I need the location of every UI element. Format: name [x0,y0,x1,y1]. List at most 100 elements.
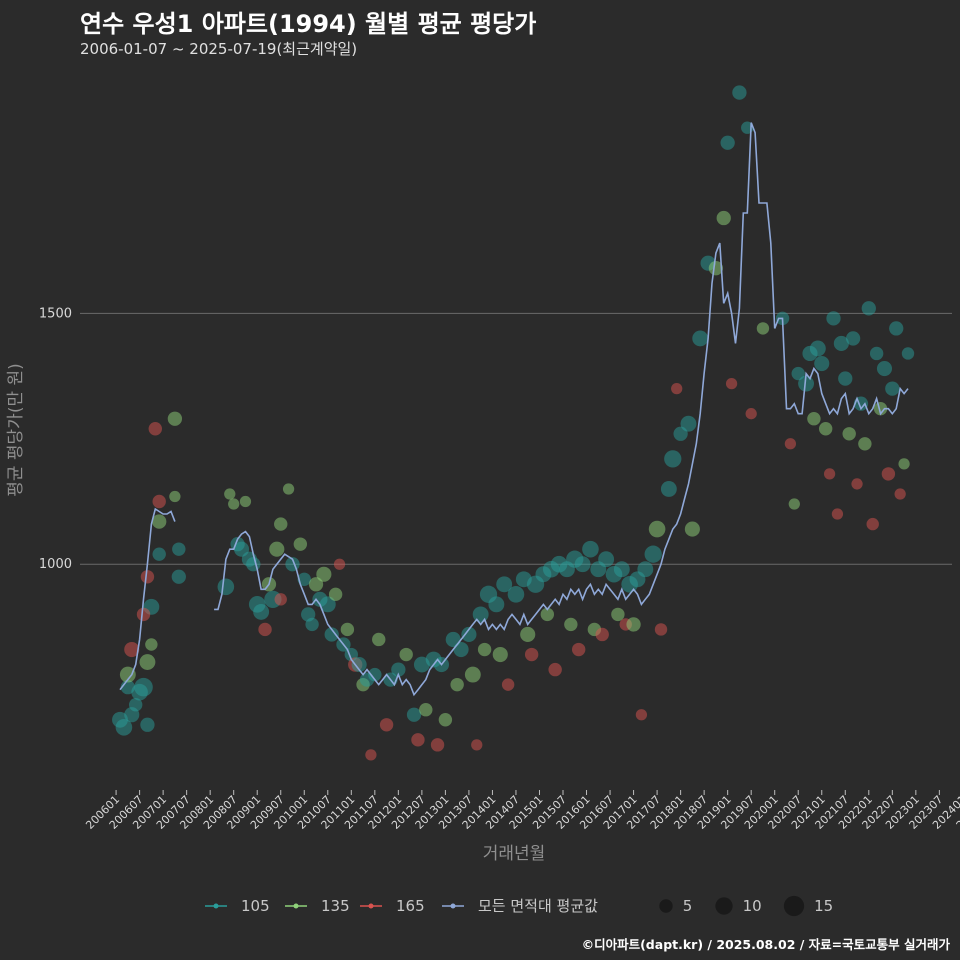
point-105 [574,556,591,573]
point-165 [501,678,515,691]
point-165 [851,478,863,490]
point-105 [453,641,469,658]
point-165 [333,558,346,570]
point-165 [524,647,539,662]
point-105 [351,657,367,673]
legend-size-dot [715,897,733,915]
point-165 [548,662,562,677]
point-105 [598,551,615,568]
point-105 [901,347,915,360]
point-105 [791,366,805,381]
x-axis-title: 거래년월 [483,844,546,864]
legend-key-dot [368,903,374,909]
point-105 [319,596,336,613]
point-105 [253,603,270,620]
legend-size-label: 15 [814,897,833,915]
point-135 [239,495,252,508]
y-tick-label: 1500 [39,306,72,321]
point-105 [809,340,826,357]
point-135 [293,537,308,551]
point-135 [626,617,641,632]
point-135 [520,626,536,643]
point-105 [246,557,261,572]
x-axis-ticks: 2006012006072007012007072008012008072009… [83,790,960,832]
point-105 [861,301,876,316]
point-135 [152,514,167,529]
point-165 [635,709,648,721]
point-135 [167,411,183,426]
point-135 [419,703,433,717]
point-135 [716,210,731,226]
point-105 [171,569,186,584]
point-165 [866,517,879,531]
y-axis-ticks: 1000 1500 [39,306,72,572]
point-105 [128,698,143,712]
point-135 [145,638,158,651]
point-165 [430,738,445,752]
point-135 [450,677,464,692]
point-135 [316,566,332,582]
point-165 [595,627,609,642]
point-105 [368,667,382,682]
y-axis-title: 평균 평당가(만 원) [6,363,26,497]
point-165 [725,377,738,390]
point-135 [228,498,240,510]
point-105 [152,547,166,561]
point-105 [889,321,904,336]
legend-size-label: 5 [683,897,693,915]
point-135 [858,437,872,451]
point-135 [119,666,136,683]
point-105 [115,718,133,736]
point-105 [496,576,513,593]
legend-label-165: 165 [396,897,425,915]
point-165 [831,508,844,520]
point-165 [823,468,836,480]
point-105 [613,561,630,578]
point-165 [136,607,151,622]
point-135 [340,622,355,637]
legend-size-dot [783,895,805,917]
legend-key-dot [450,903,456,909]
point-105 [692,330,709,347]
point-135 [464,666,481,683]
point-105 [838,371,853,386]
point-165 [124,641,140,658]
point-135 [328,587,343,602]
point-165 [654,623,668,636]
point-105 [845,331,861,346]
point-135 [224,488,236,500]
point-165 [745,408,757,420]
point-135 [611,607,625,622]
legend-label-135: 135 [321,897,350,915]
point-135 [564,617,578,632]
point-105 [391,662,406,677]
point-135 [477,642,492,657]
chart-subtitle: 2006-01-07 ~ 2025-07-19(최근계약일) [80,40,358,58]
point-135 [274,517,288,531]
chart-title: 연수 우성1 아파트(1994) 월별 평균 평당가 [80,10,537,38]
point-135 [269,541,285,557]
point-165 [894,488,906,500]
point-135 [708,261,724,276]
point-165 [471,739,483,751]
legend-key-dot [293,903,299,909]
point-165 [411,733,425,747]
point-135 [898,458,910,470]
point-165 [671,382,683,395]
point-135 [540,607,555,622]
point-105 [720,135,735,150]
point-105 [488,596,505,613]
point-165 [881,467,896,481]
point-105 [732,85,747,100]
point-165 [274,593,287,606]
point-105 [637,561,654,578]
point-135 [756,322,770,335]
point-135 [873,401,888,416]
legend-size-label: 10 [743,897,762,915]
legend-label-105: 105 [241,897,270,915]
data-points [112,85,915,761]
point-105 [833,335,849,352]
point-165 [152,494,166,509]
point-165 [148,422,162,436]
